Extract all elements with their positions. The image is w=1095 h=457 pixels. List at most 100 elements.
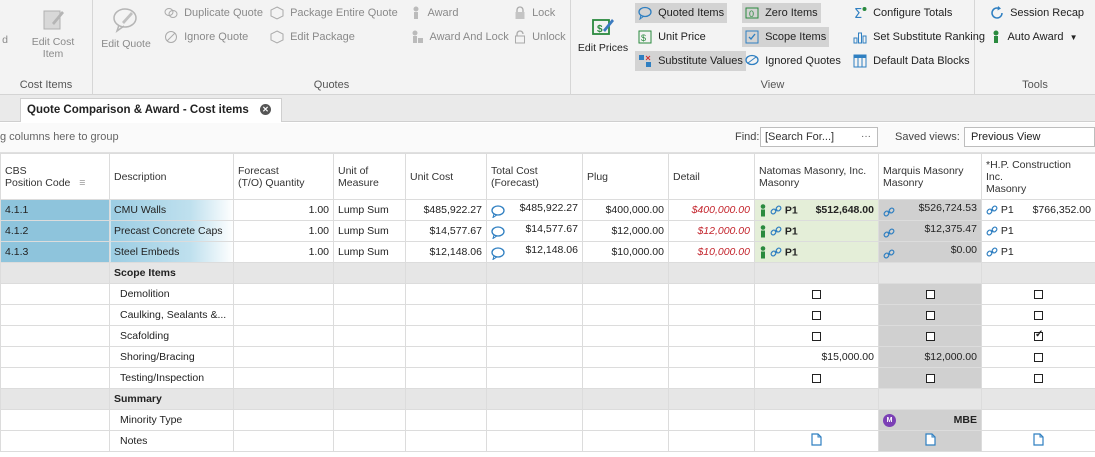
award-button[interactable]: Award [407, 3, 461, 23]
vendor3-cell[interactable]: P1 [981, 241, 1095, 263]
description-cell[interactable]: Precast Concrete Caps [109, 220, 234, 242]
ignored-quotes-toggle[interactable]: Ignored Quotes [742, 51, 844, 71]
edit-quote-button[interactable]: Edit Quote [97, 6, 155, 50]
qty-cell[interactable]: 1.00 [233, 241, 334, 263]
vendor2-cell[interactable]: $0.00 [878, 241, 982, 263]
unit-cost-cell[interactable]: $12,148.06 [405, 241, 487, 263]
uom-cell[interactable]: Lump Sum [333, 199, 406, 221]
unit-cost-cell[interactable]: $14,577.67 [405, 220, 487, 242]
total-cost-cell[interactable]: $485,922.27 [486, 199, 583, 221]
vendor3-cell[interactable]: P1 $766,352.00 [981, 199, 1095, 221]
summary-row-minority[interactable]: Minority Type M MBE [0, 409, 1095, 431]
scope-checkbox[interactable] [1034, 310, 1043, 320]
cbs-cell[interactable]: 4.1.1 [0, 199, 110, 221]
vendor3-scope-cell[interactable] [981, 283, 1095, 305]
vendor1-cell[interactable]: P1 [754, 241, 879, 263]
edit-cost-item-button[interactable]: Edit Cost Item [22, 6, 84, 60]
document-icon[interactable] [1033, 433, 1044, 446]
total-cost-cell[interactable]: $12,148.06 [486, 241, 583, 263]
vendor2-cell[interactable]: $526,724.53 [878, 199, 982, 221]
total-cost-cell[interactable]: $14,577.67 [486, 220, 583, 242]
detail-cell[interactable]: $400,000.00 [668, 199, 755, 221]
vendor2-scope-value[interactable]: $12,000.00 [878, 346, 982, 368]
quoted-items-toggle[interactable]: Quoted Items [635, 3, 728, 23]
column-header-vendor-natomas[interactable]: Natomas Masonry, Inc. Masonry [754, 153, 879, 200]
unit-price-toggle[interactable]: $ Unit Price [635, 27, 709, 47]
description-cell[interactable]: CMU Walls [109, 199, 234, 221]
plug-cell[interactable]: $400,000.00 [582, 199, 669, 221]
vendor2-cell[interactable]: $12,375.47 [878, 220, 982, 242]
vendor3-scope-cell[interactable] [981, 367, 1095, 389]
cost-item-row[interactable]: 4.1.2 Precast Concrete Caps 1.00 Lump Su… [0, 220, 1095, 242]
vendor1-notes-cell[interactable] [754, 430, 879, 452]
qty-cell[interactable]: 1.00 [233, 199, 334, 221]
detail-cell[interactable]: $12,000.00 [668, 220, 755, 242]
vendor1-cell[interactable]: P1 $512,648.00 [754, 199, 879, 221]
comment-icon[interactable] [491, 247, 505, 260]
scope-checkbox-checked[interactable] [1034, 329, 1043, 341]
plug-cell[interactable]: $10,000.00 [582, 241, 669, 263]
substitute-values-toggle[interactable]: Substitute Values [635, 51, 746, 71]
auto-award-dropdown[interactable]: Auto Award ▼ [987, 27, 1081, 47]
zero-items-toggle[interactable]: 0 Zero Items [742, 3, 821, 23]
uom-cell[interactable]: Lump Sum [333, 241, 406, 263]
vendor1-cell[interactable]: P1 [754, 220, 879, 242]
scope-checkbox[interactable] [1034, 352, 1043, 362]
column-header-detail[interactable]: Detail [668, 153, 755, 200]
cbs-cell[interactable]: 4.1.3 [0, 241, 110, 263]
scope-checkbox[interactable] [1034, 373, 1043, 383]
scope-checkbox[interactable] [812, 289, 821, 299]
scope-items-toggle[interactable]: Scope Items [742, 27, 830, 47]
award-and-lock-button[interactable]: Award And Lock [407, 27, 512, 47]
column-header-forecast-qty[interactable]: Forecast (T/O) Quantity [233, 153, 334, 200]
configure-totals-button[interactable]: Σ Configure Totals [850, 3, 955, 23]
document-icon[interactable] [924, 433, 936, 446]
scope-checkbox[interactable] [925, 331, 935, 341]
summary-row-notes[interactable]: Notes [0, 430, 1095, 452]
vendor2-scope-cell[interactable] [878, 367, 982, 389]
scope-row[interactable]: Testing/Inspection [0, 367, 1095, 389]
column-header-uom[interactable]: Unit of Measure [333, 153, 406, 200]
column-header-plug[interactable]: Plug [582, 153, 669, 200]
scope-row[interactable]: Scafolding [0, 325, 1095, 347]
unit-cost-cell[interactable]: $485,922.27 [405, 199, 487, 221]
column-header-total-cost[interactable]: Total Cost (Forecast) [486, 153, 583, 200]
edit-prices-button[interactable]: $ Edit Prices [577, 16, 629, 54]
ignore-quote-button[interactable]: Ignore Quote [161, 27, 251, 47]
vendor2-scope-cell[interactable] [878, 304, 982, 326]
vendor2-scope-cell[interactable] [878, 283, 982, 305]
column-header-vendor-hp[interactable]: *H.P. Construction Inc. Masonry [981, 153, 1095, 200]
vendor3-notes-cell[interactable] [981, 430, 1095, 452]
set-substitute-ranking-button[interactable]: Set Substitute Ranking [850, 27, 988, 47]
scope-checkbox[interactable] [925, 310, 935, 320]
scope-row[interactable]: Caulking, Sealants &... [0, 304, 1095, 326]
cost-item-row[interactable]: 4.1.1 CMU Walls 1.00 Lump Sum $485,922.2… [0, 199, 1095, 221]
vendor3-scope-cell[interactable] [981, 304, 1095, 326]
column-header-vendor-marquis[interactable]: Marquis Masonry Masonry [878, 153, 982, 200]
vendor1-scope-cell[interactable] [754, 283, 879, 305]
vendor2-scope-cell[interactable] [878, 325, 982, 347]
lock-button[interactable]: Lock [511, 3, 558, 23]
vendor2-notes-cell[interactable] [878, 430, 982, 452]
scope-checkbox[interactable] [812, 310, 821, 320]
search-input[interactable]: [Search For...] ··· [760, 127, 878, 147]
scope-checkbox[interactable] [812, 373, 821, 383]
column-header-unit-cost[interactable]: Unit Cost [405, 153, 487, 200]
scope-row[interactable]: Shoring/Bracing $15,000.00 $12,000.00 [0, 346, 1095, 368]
comment-icon[interactable] [491, 226, 505, 239]
duplicate-quote-button[interactable]: Duplicate Quote [161, 3, 266, 23]
vendor1-scope-cell[interactable] [754, 325, 879, 347]
vendor1-scope-value[interactable]: $15,000.00 [754, 346, 879, 368]
description-cell[interactable]: Steel Embeds [109, 241, 234, 263]
vendor1-scope-cell[interactable] [754, 367, 879, 389]
default-data-blocks-button[interactable]: Default Data Blocks [850, 51, 973, 71]
scope-checkbox[interactable] [925, 289, 935, 299]
uom-cell[interactable]: Lump Sum [333, 220, 406, 242]
vendor1-scope-cell[interactable] [754, 304, 879, 326]
qty-cell[interactable]: 1.00 [233, 220, 334, 242]
scope-checkbox[interactable] [925, 373, 935, 383]
cbs-cell[interactable]: 4.1.2 [0, 220, 110, 242]
vendor3-scope-cell[interactable] [981, 325, 1095, 347]
edit-package-button[interactable]: Edit Package [267, 27, 358, 47]
vendor3-cell[interactable]: P1 [981, 220, 1095, 242]
